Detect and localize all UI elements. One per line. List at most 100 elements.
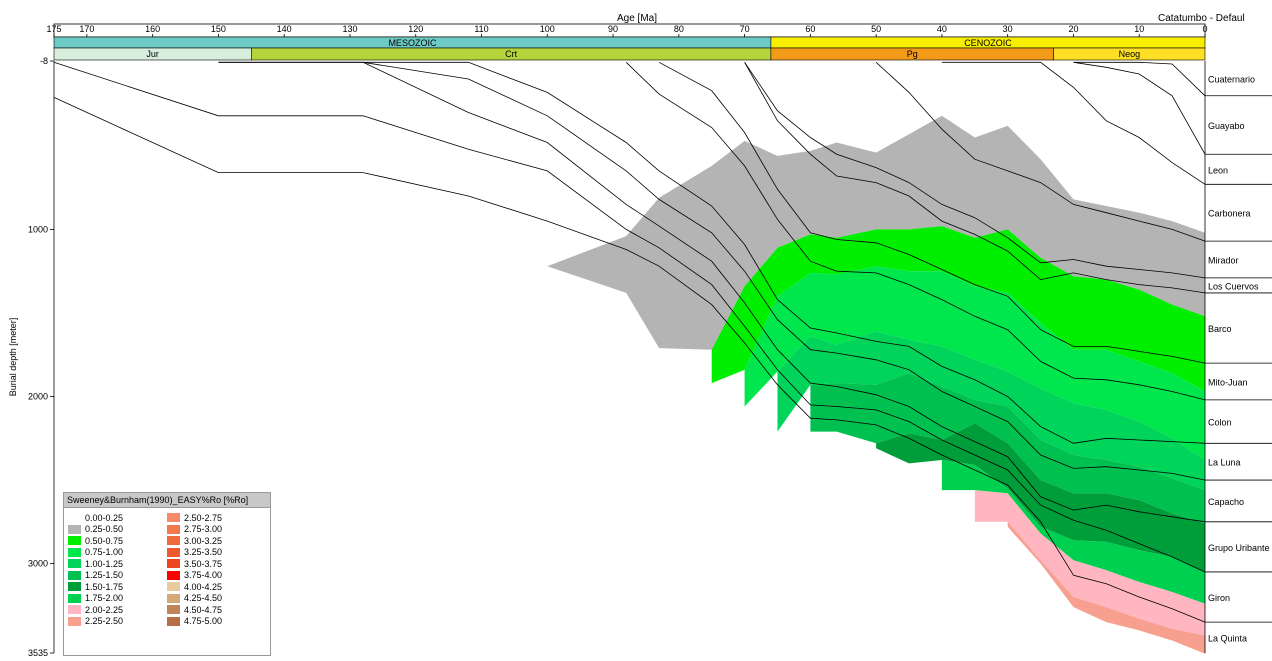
- x-tick-label: 20: [1068, 24, 1078, 34]
- legend-item: 0.50-0.75: [68, 535, 167, 547]
- formation-label: Grupo Uribante: [1208, 543, 1270, 553]
- maturity-zone-1.75-2.00: [941, 460, 1205, 604]
- period-band: [1053, 47, 1206, 61]
- x-tick-label: 80: [674, 24, 684, 34]
- legend-swatch: [68, 559, 81, 569]
- legend-item: 1.00-1.25: [68, 558, 167, 570]
- x-tick-label: 0: [1202, 24, 1207, 34]
- legend-label: 3.25-3.50: [184, 547, 223, 558]
- plot-area: [547, 115, 1205, 654]
- legend-item: 2.50-2.75: [167, 512, 266, 524]
- legend-label: 3.75-4.00: [184, 570, 223, 581]
- x-tick-label: 160: [145, 24, 160, 34]
- horizon-line: [1073, 61, 1206, 155]
- formation-label: Cuaternario: [1208, 74, 1255, 84]
- legend-label: 2.25-2.50: [85, 616, 124, 627]
- legend-label: 3.00-3.25: [184, 535, 223, 546]
- horizon-line: [625, 62, 1206, 401]
- legend-item: 3.50-3.75: [167, 558, 266, 570]
- legend-item: 3.75-4.00: [167, 570, 266, 582]
- period-label: Neog: [1119, 49, 1141, 59]
- x-tick-label: 170: [79, 24, 94, 34]
- legend-label: 2.00-2.25: [85, 604, 124, 615]
- x-tick-label: 30: [1003, 24, 1013, 34]
- legend-swatch: [68, 582, 81, 592]
- legend-label: 1.25-1.50: [85, 570, 124, 581]
- legend-item: 0.25-0.50: [68, 524, 167, 536]
- maturity-zone-0.75-1.00: [744, 266, 1205, 460]
- horizon-line: [53, 97, 1206, 623]
- axes: -8 1000 2000 3000 3535: [28, 56, 55, 658]
- legend-item: 1.50-1.75: [68, 581, 167, 593]
- legend-swatch: [167, 536, 180, 546]
- maturity-zone-2.00-2.25: [974, 490, 1205, 636]
- legend-item: 2.75-3.00: [167, 524, 266, 536]
- legend-swatch: [167, 616, 180, 626]
- legend-label: 0.75-1.00: [85, 547, 124, 558]
- horizon-line: [744, 62, 1206, 279]
- legend-label: 0.50-0.75: [85, 535, 124, 546]
- x-tick-label: 100: [540, 24, 555, 34]
- legend-title: Sweeney&Burnham(1990)_EASY%Ro [%Ro]: [64, 493, 270, 508]
- legend-swatch: [68, 547, 81, 557]
- formation-label: La Quinta: [1208, 634, 1247, 644]
- horizon-lines: [53, 61, 1206, 623]
- legend-swatch: [167, 605, 180, 615]
- legend-item: 3.00-3.25: [167, 535, 266, 547]
- y-tick-label: 3535: [28, 648, 48, 658]
- formation-label: Leon: [1208, 165, 1228, 175]
- horizon-line: [218, 61, 1206, 523]
- legend-swatch: [68, 513, 81, 523]
- legend-item: 2.25-2.50: [68, 616, 167, 628]
- y-tick-label: -8: [40, 56, 48, 66]
- legend-item: 0.00-0.25: [68, 512, 167, 524]
- legend-label: 4.00-4.25: [184, 581, 223, 592]
- formation-label: Mito-Juan: [1208, 377, 1248, 387]
- x-tick-label: 175: [46, 24, 61, 34]
- maturity-zone-0.50-0.75: [711, 226, 1205, 392]
- legend-column-left: 0.00-0.25 0.25-0.50 0.50-0.75 0.75-1.00 1.00…: [68, 512, 167, 627]
- legend-label: 1.50-1.75: [85, 581, 124, 592]
- legend-swatch: [68, 616, 81, 626]
- legend-label: 3.50-3.75: [184, 558, 223, 569]
- legend-label: 4.50-4.75: [184, 604, 223, 615]
- x-tick-label: 70: [740, 24, 750, 34]
- formation-label: Giron: [1208, 593, 1230, 603]
- legend-label: 1.00-1.25: [85, 558, 124, 569]
- legend-label: 0.25-0.50: [85, 524, 124, 535]
- horizon-line: [1073, 61, 1206, 97]
- period-label: Crt: [505, 49, 517, 59]
- x-tick-label: 60: [805, 24, 815, 34]
- formation-label: Capacho: [1208, 497, 1244, 507]
- legend-label: 1.75-2.00: [85, 593, 124, 604]
- period-label: Jur: [146, 49, 159, 59]
- formation-label: Los Cuervos: [1208, 281, 1259, 291]
- x-tick-label: 90: [608, 24, 618, 34]
- y-axis-title: Burial depth [meter]: [8, 318, 18, 397]
- legend-swatch: [68, 570, 81, 580]
- formation-label: Mirador: [1208, 256, 1239, 266]
- horizon-line: [363, 61, 1206, 444]
- legend-swatch: [167, 513, 180, 523]
- maturity-zone-1.25-1.50: [810, 373, 1205, 524]
- legend-item: 4.25-4.50: [167, 593, 266, 605]
- legend-swatch: [68, 605, 81, 615]
- maturity-zone-1.50-1.75: [876, 423, 1205, 572]
- legend-label: 2.50-2.75: [184, 512, 223, 523]
- formation-label: Barco: [1208, 324, 1232, 334]
- y-tick-label: 2000: [28, 392, 48, 402]
- legend-swatch: [167, 547, 180, 557]
- x-tick-label: 150: [211, 24, 226, 34]
- legend-swatch: [167, 582, 180, 592]
- legend-item: 0.75-1.00: [68, 547, 167, 559]
- legend-swatch: [68, 536, 81, 546]
- x-tick-label: 140: [277, 24, 292, 34]
- legend-item: 2.00-2.25: [68, 604, 167, 616]
- legend-item: 3.25-3.50: [167, 547, 266, 559]
- horizon-line: [875, 62, 1206, 242]
- x-axis-title: Age [Ma]: [617, 13, 657, 24]
- x-tick-label: 120: [408, 24, 423, 34]
- formation-label: Colon: [1208, 418, 1232, 428]
- legend-swatch: [68, 524, 81, 534]
